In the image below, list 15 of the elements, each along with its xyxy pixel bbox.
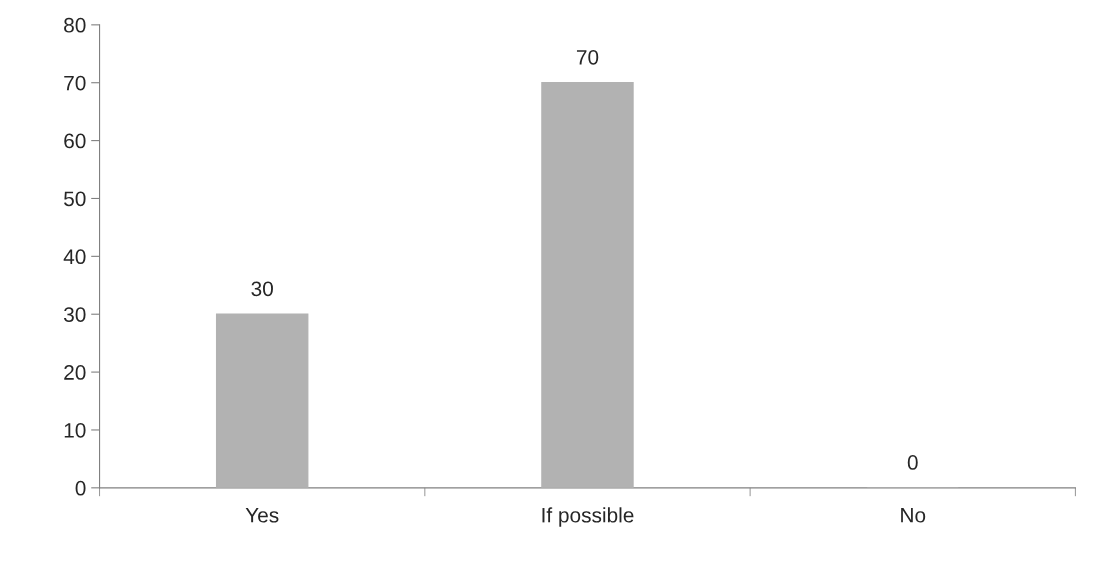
x-tick-label: No	[901, 508, 926, 523]
x-tick-label: Yes	[245, 508, 279, 523]
data-label: 30	[251, 281, 273, 297]
y-tick-label: 0	[75, 480, 86, 496]
y-tick-label: 70	[64, 75, 86, 91]
data-label: 0	[907, 455, 918, 470]
y-tick-label: 20	[64, 365, 86, 380]
x-tick-label: If possible	[542, 507, 634, 527]
y-tick-label: 30	[63, 307, 86, 322]
data-label: 70	[576, 49, 599, 65]
y-tick-label: 40	[63, 249, 86, 265]
y-tick-label: 60	[64, 133, 86, 149]
y-tick-label: 50	[64, 191, 86, 207]
y-tick-label: 80	[64, 17, 86, 33]
y-tick-label: 10	[64, 422, 86, 438]
